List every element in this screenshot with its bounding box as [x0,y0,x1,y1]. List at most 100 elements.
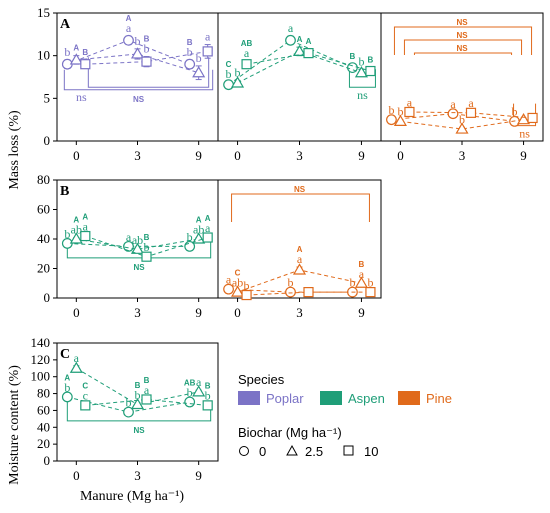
data-point-square [80,230,91,242]
significance-letter: b [205,389,211,403]
bracket-line [403,39,523,55]
significance-caps: AB [241,39,253,48]
y-tick-label: 40 [37,231,50,246]
significance-caps: A [64,373,70,382]
data-point-circle [123,406,134,418]
significance-caps: A [297,35,303,44]
significance-letter: a [126,21,132,35]
series-line [246,52,371,72]
significance-caps: A [205,214,211,223]
y-tick-label: 0 [44,133,51,148]
data-point-circle [123,240,134,252]
data-point-circle [61,391,73,403]
significance-caps: B [135,381,141,390]
x-tick-label: 3 [134,468,141,483]
significance-caps: B [144,376,150,385]
significance-letter: b [397,105,403,119]
data-point-triangle [292,44,307,57]
significance-letter: b [64,227,70,241]
significance-letter: a [226,273,232,287]
bracket-label: NS [456,18,468,27]
significance-caps: B [359,260,365,269]
significance-letter: a [205,221,211,235]
panel-letter: B [60,184,69,199]
data-point-triangle [354,276,368,288]
significance-letter: b [358,54,364,68]
data-point-circle [447,108,459,120]
data-point-square [527,112,538,124]
x-tick-label: 9 [358,148,365,163]
data-point-square [202,400,213,411]
significance-letter: ab [71,223,82,237]
significance-letter: a [468,96,474,110]
significance-letter: b [349,276,355,290]
data-point-circle [285,34,296,46]
significance-letter: b [187,230,193,244]
data-point-square [80,59,91,70]
legend-swatch-pine [398,391,420,405]
data-point-circle [223,79,234,91]
data-point-triangle [69,232,83,244]
series-biochar-10: aAB AB [241,37,376,77]
legend-marker-square [343,445,354,456]
significance-letter: b [187,45,193,59]
significance-caps: C [235,269,241,278]
significance-letter: ab [232,276,243,290]
x-tick-label: 9 [520,148,527,163]
significance-letter: ab [193,223,204,237]
significance-letter: b [126,395,132,409]
significance-letter: a [450,97,456,111]
legend-swatch-aspen [320,391,342,405]
significance-letter: b [64,45,70,59]
series-biochar-2-5: b Ab [231,35,368,88]
x-tick-label: 0 [397,148,404,163]
bracket-label: NS [133,95,145,104]
y-tick-label: 20 [37,436,50,451]
significance-letter: b [135,388,141,402]
data-point-triangle [517,112,531,125]
data-point-square [80,400,91,411]
bracket-label: ns [519,127,530,141]
bracket-label: NS [133,263,145,272]
significance-caps: A [73,216,79,225]
data-point-square [202,232,213,243]
data-point-circle [223,283,234,295]
significance-letter: a [196,375,202,389]
legend-label-aspen: Aspen [348,391,385,406]
x-tick-label: 9 [195,305,202,320]
significance-letter: b [226,67,232,81]
significance-letter: b [187,385,193,399]
panel-letter: A [60,17,71,32]
bracket-line [63,69,214,91]
significance-caps: B [187,38,193,47]
x-tick-label: 3 [459,148,466,163]
legend-marker-circle [239,446,249,456]
significance-letter: a [74,351,80,365]
series-biochar-2-5: abB a [69,351,206,410]
significance-letter: a [205,30,211,44]
legend-biochar-title: Biochar (Mg ha⁻¹) [238,425,342,440]
data-point-square [141,56,152,67]
significance-letter: a [297,252,303,266]
significance-caps: AB [184,378,196,387]
significance-caps: A [196,216,202,225]
significance-caps: A [306,37,312,46]
significance-letter: a [407,95,413,109]
x-tick-label: 9 [358,305,365,320]
data-point-square [202,46,213,57]
significance-letter: a [288,21,294,35]
significance-letter: b [64,380,70,394]
significance-caps: B [350,52,356,61]
bracket-line [413,52,513,55]
bracket-line [87,57,210,88]
